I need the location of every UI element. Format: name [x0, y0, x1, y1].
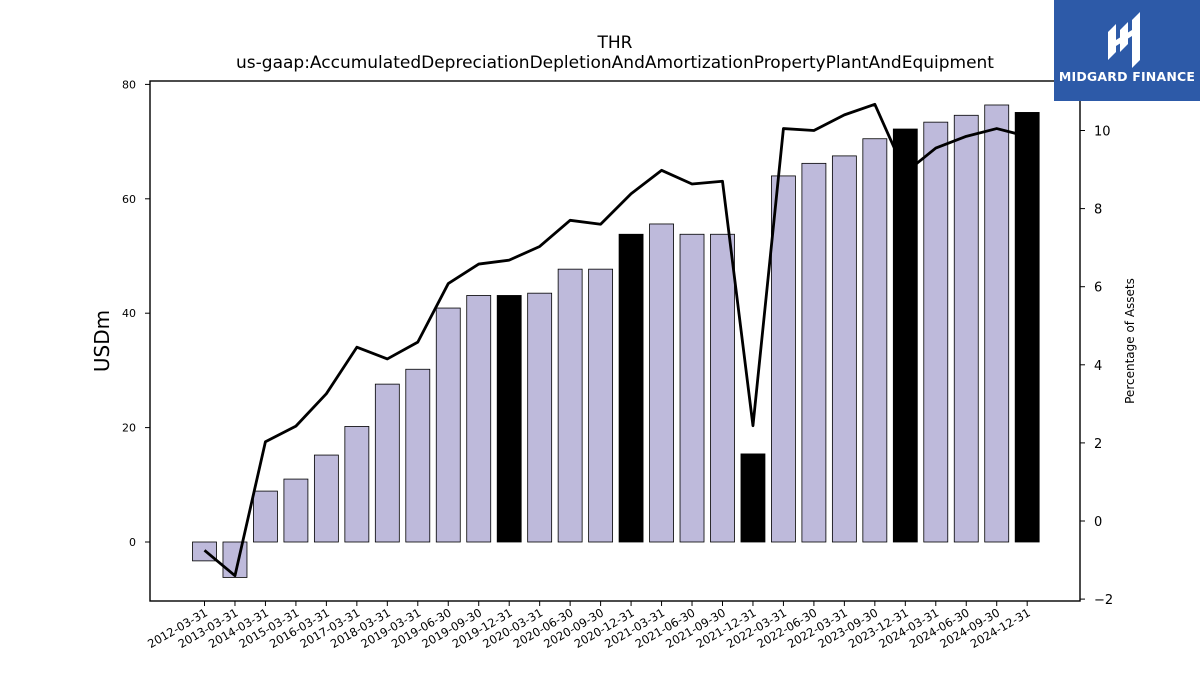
logo-mark-icon [1108, 12, 1140, 68]
chart-title: THR [597, 33, 633, 53]
bar [313, 454, 339, 543]
bar [588, 268, 614, 543]
y2-tick-label: 4 [1094, 359, 1102, 374]
bar [466, 295, 492, 543]
plot-frame [149, 80, 1081, 602]
y-axis-label: USDm [90, 310, 114, 372]
bar [405, 368, 431, 543]
y-tick-label: 60 [122, 193, 136, 206]
logo-text: MIDGARD FINANCE [1058, 69, 1196, 84]
line-series [203, 102, 1028, 578]
bar [710, 233, 735, 543]
bar [1014, 112, 1040, 543]
bar [557, 268, 583, 543]
brand-logo: MIDGARD FINANCE [1054, 0, 1200, 101]
y-tick-label: 0 [129, 536, 136, 549]
bar [862, 138, 888, 543]
bar [435, 307, 461, 543]
y-tick-label: 80 [122, 78, 136, 91]
bar [253, 490, 278, 543]
bar [771, 175, 796, 543]
y2-axis-label: Percentage of Assets [1123, 278, 1137, 404]
bars [192, 104, 1040, 578]
y2-tick-label: 10 [1094, 125, 1111, 140]
y-tick-label: 40 [122, 307, 136, 320]
y2-tick-label: 0 [1094, 515, 1102, 530]
bar [649, 223, 674, 543]
bar [618, 233, 644, 543]
bar [953, 114, 979, 543]
y2-tick-label: 2 [1094, 437, 1102, 452]
bar [740, 453, 766, 543]
bar [892, 128, 918, 543]
bar [283, 478, 309, 543]
y2-tick-label: −2 [1094, 593, 1113, 608]
chart-subtitle: us-gaap:AccumulatedDepreciationDepletion… [236, 53, 994, 73]
percentage-line [203, 102, 1028, 578]
y2-tick-label: 6 [1094, 281, 1102, 296]
bar [679, 233, 705, 543]
y-tick-label: 20 [122, 422, 136, 435]
bar [344, 426, 370, 543]
bar [923, 121, 949, 543]
bar [374, 383, 400, 543]
bar [801, 162, 827, 543]
bar [527, 292, 553, 543]
bar [496, 295, 522, 543]
bar [831, 155, 857, 543]
y2-tick-label: 8 [1094, 203, 1102, 218]
bar [984, 104, 1010, 543]
